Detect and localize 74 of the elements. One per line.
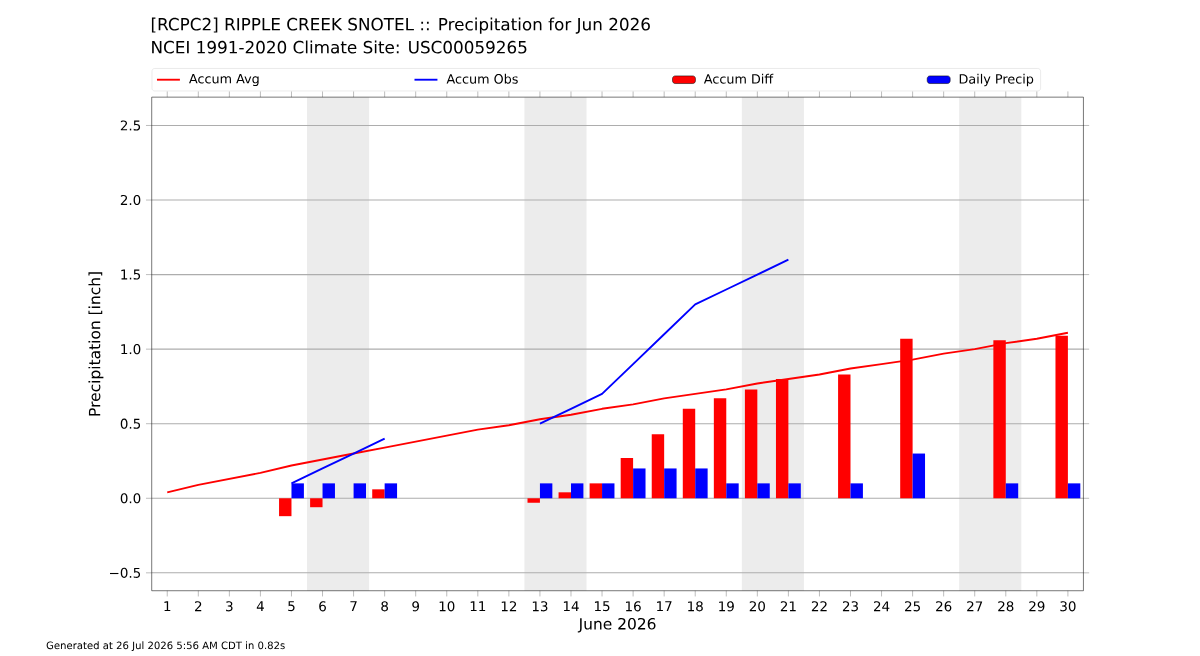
x-tick-label: 11: [470, 601, 486, 612]
x-tick-label: 21: [780, 601, 796, 612]
x-tick-label: 1: [164, 601, 171, 612]
bar: [695, 468, 708, 499]
y-tick-label: 0.5: [120, 418, 141, 429]
x-tick-label: 18: [688, 601, 703, 612]
bar: [757, 483, 770, 499]
legend-label: Accum Avg: [189, 74, 259, 87]
x-tick-label: 13: [532, 601, 548, 612]
bar: [353, 483, 367, 499]
x-tick-label: 20: [749, 601, 765, 612]
x-tick-label: 24: [873, 601, 890, 612]
bar: [527, 498, 540, 503]
text: Generated at 26 Jul 2026 5:56 AM CDT in 0.82s: [46, 641, 285, 652]
bar: [384, 483, 398, 499]
bar: [539, 483, 553, 499]
x-tick-label: 14: [563, 601, 579, 612]
bar: [838, 374, 851, 499]
x-tick-label: 9: [412, 601, 420, 612]
x-tick-label: 5: [288, 601, 295, 612]
legend-label: Accum Obs: [446, 73, 518, 84]
bar: [372, 489, 385, 499]
x-tick-label: 25: [905, 601, 920, 612]
x-tick-label: 16: [626, 601, 641, 612]
x-tick-label: 30: [1060, 601, 1076, 612]
x-tick-label: 28: [998, 601, 1014, 612]
y-tick-label: 1.0: [121, 344, 141, 355]
x-tick-label: 6: [319, 601, 326, 612]
x-tick-label: 19: [719, 601, 734, 612]
y-tick-label: 0.0: [120, 493, 141, 504]
chart-title: [RCPC2] RIPPLE CREEK SNOTEL :: Precipitation for Jun 2026: [151, 17, 650, 34]
y-tick-label: 1.5: [121, 269, 141, 280]
x-tick-label: 10: [439, 601, 455, 612]
bar: [651, 434, 665, 499]
y-axis-title: Precipitation [inch]: [88, 272, 104, 416]
bar: [850, 483, 863, 499]
chart-subtitle: NCEI 1991-2020 Climate Site: USC00059265: [152, 40, 527, 54]
x-axis-title: June 2026: [577, 618, 656, 633]
bar: [633, 468, 646, 499]
bar: [744, 389, 758, 499]
bar: [682, 408, 696, 499]
bar: [664, 468, 677, 499]
y-tick-label: 2.0: [120, 195, 141, 206]
x-tick-label: 7: [350, 601, 357, 612]
y-tick-label: −0.5: [110, 567, 141, 579]
bar: [788, 483, 801, 499]
bar: [620, 458, 634, 499]
x-tick-label: 3: [226, 601, 233, 612]
bar: [589, 483, 603, 499]
bar: [726, 483, 739, 499]
x-tick-label: 26: [936, 601, 952, 612]
y-tick-label: 2.5: [120, 120, 141, 131]
bar: [310, 498, 323, 508]
bar: [279, 498, 292, 517]
bar: [602, 483, 615, 499]
x-tick-label: 29: [1029, 601, 1045, 612]
bar: [713, 398, 727, 499]
x-tick-label: 15: [594, 601, 610, 612]
legend-label: Daily Precip: [959, 73, 1034, 87]
x-tick-label: 12: [501, 601, 517, 612]
x-tick-label: 17: [657, 601, 672, 612]
x-tick-label: 2: [195, 601, 202, 612]
bar: [322, 483, 335, 499]
bar: [558, 492, 571, 499]
bar: [912, 453, 926, 499]
x-tick-label: 4: [256, 601, 264, 612]
legend-label: Accum Diff: [703, 73, 774, 84]
bar: [1005, 483, 1019, 499]
bar: [1067, 483, 1081, 499]
bar: [570, 483, 584, 499]
x-tick-label: 23: [842, 601, 858, 612]
x-tick-label: 8: [381, 601, 388, 612]
x-tick-label: 27: [967, 601, 983, 612]
x-tick-label: 22: [811, 601, 827, 612]
